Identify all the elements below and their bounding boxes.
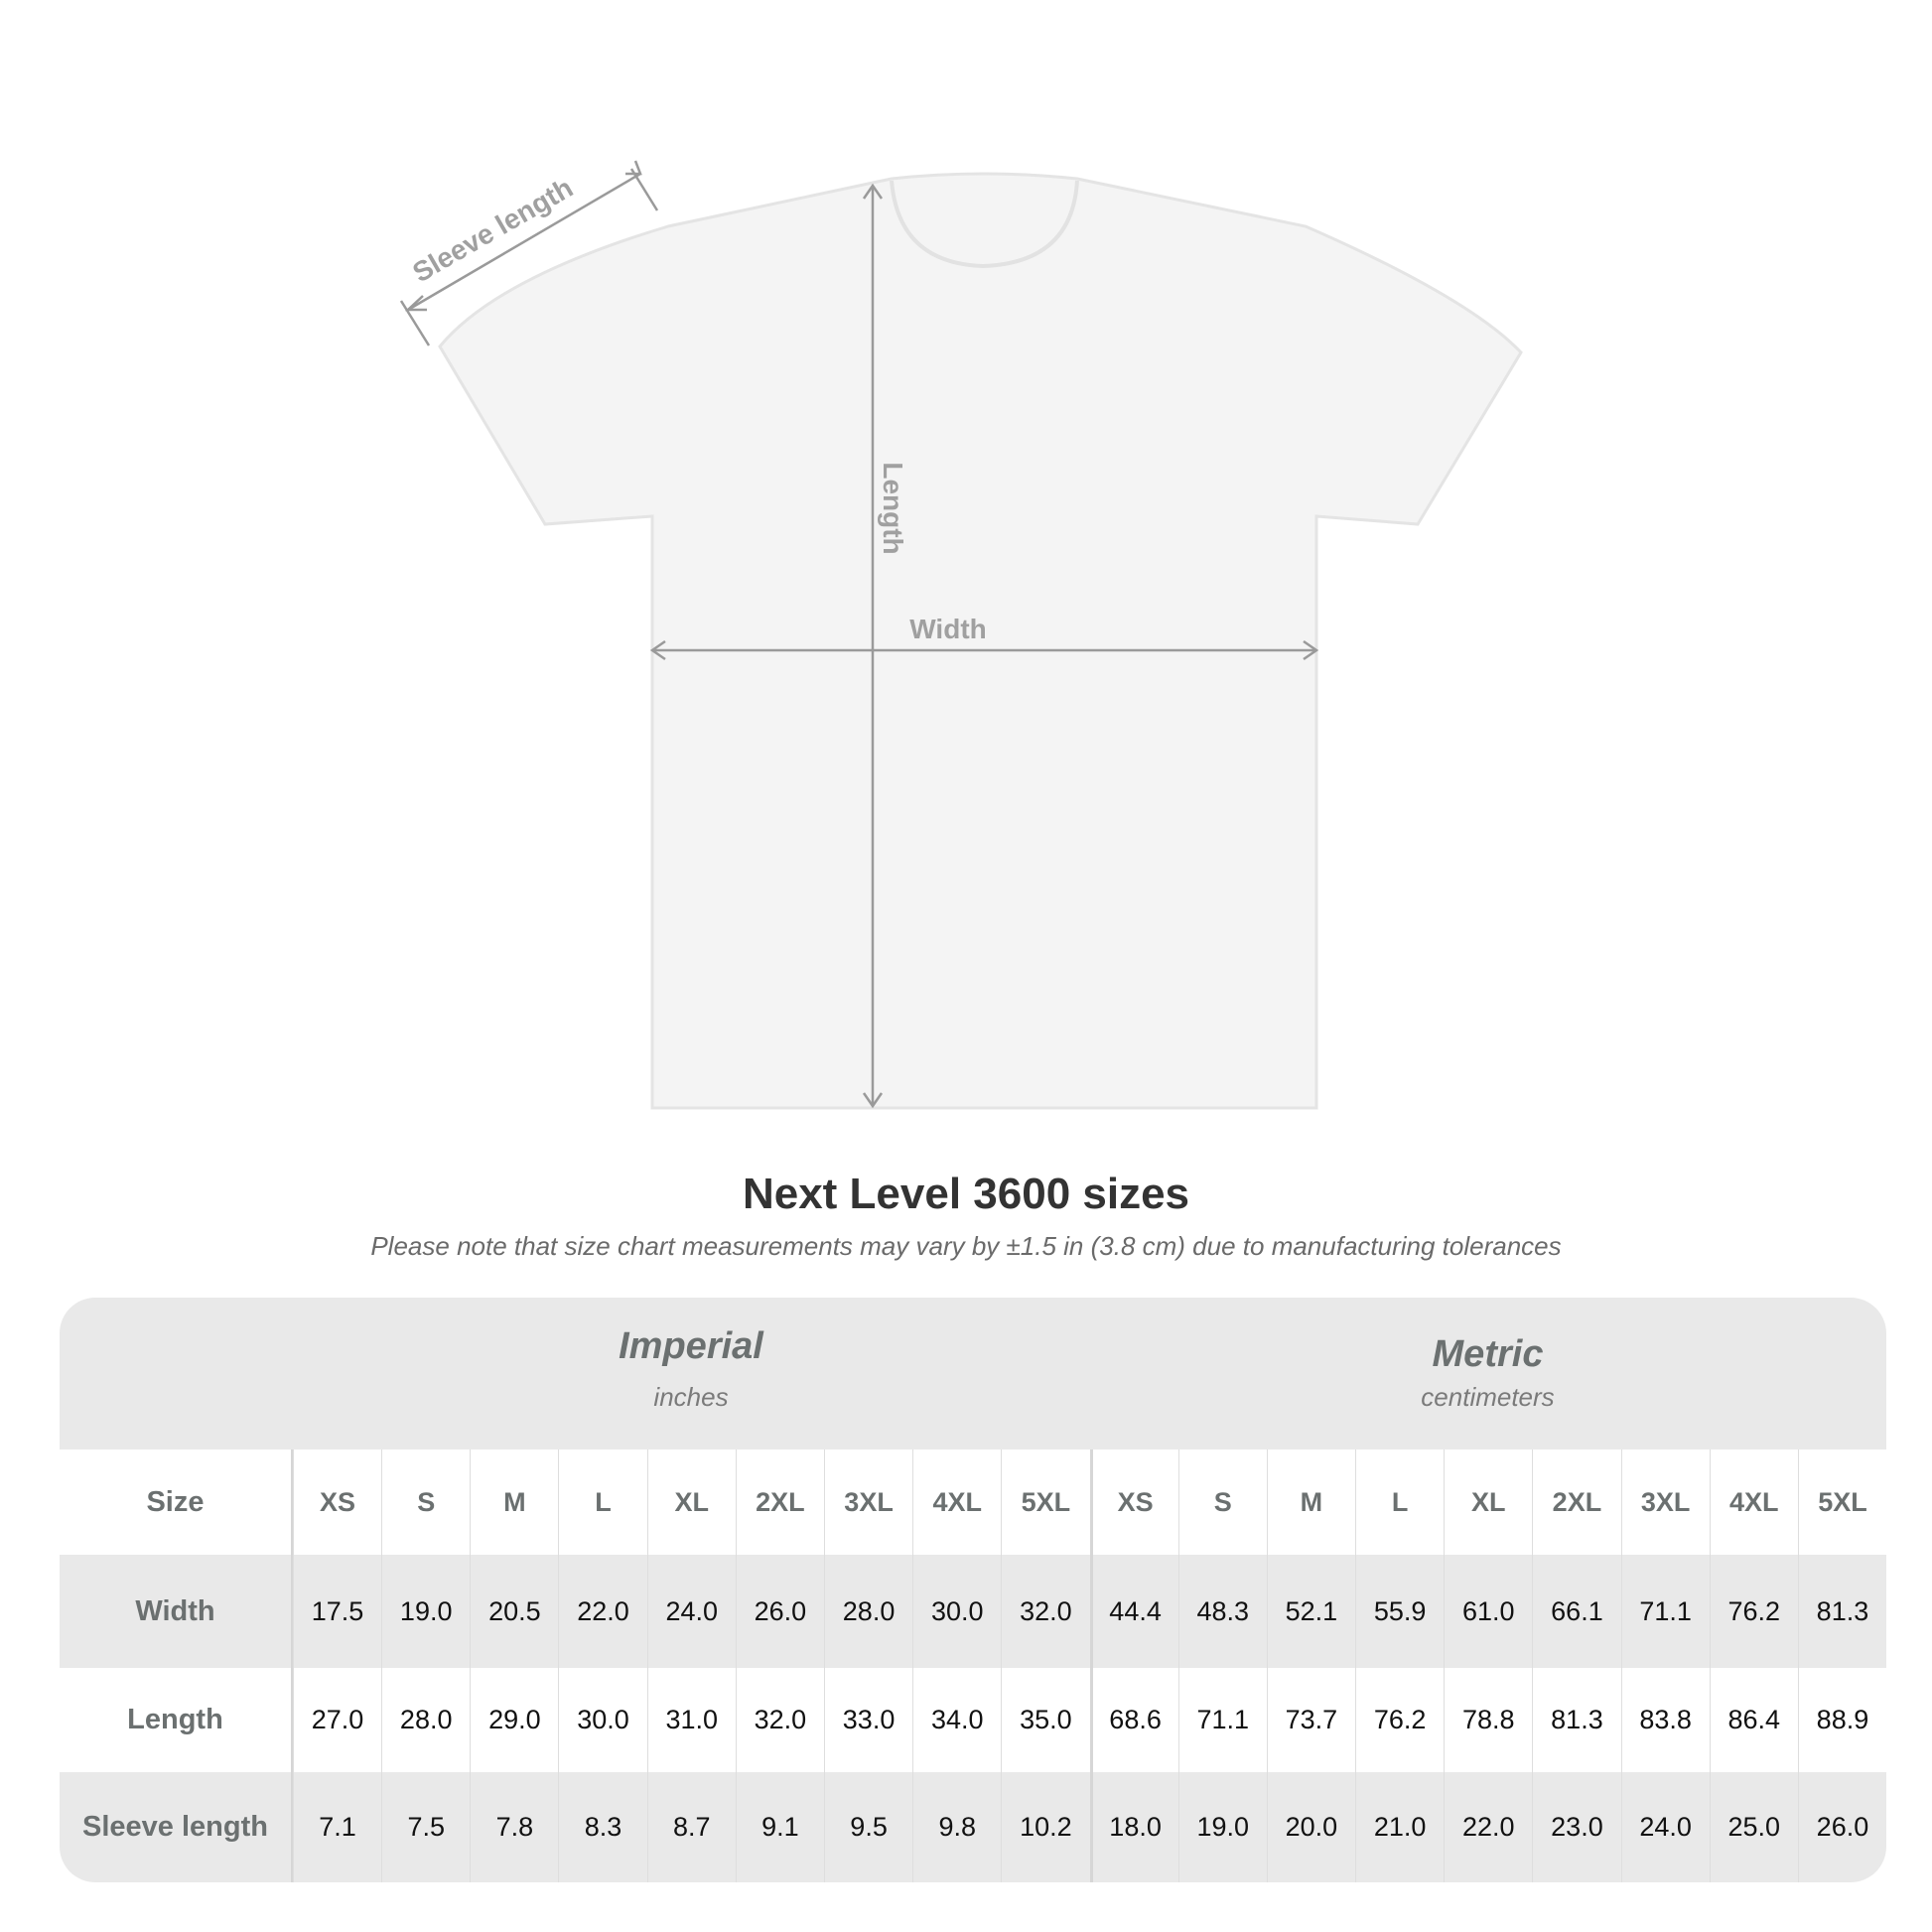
row-label: Length bbox=[60, 1668, 293, 1772]
page-title: Next Level 3600 sizes bbox=[742, 1170, 1190, 1218]
imperial-cell: 8.3 bbox=[558, 1772, 646, 1882]
metric-cell: 52.1 bbox=[1266, 1555, 1355, 1668]
metric-cell: S bbox=[1177, 1449, 1267, 1555]
metric-cell: 26.0 bbox=[1797, 1772, 1886, 1882]
imperial-cell: 7.8 bbox=[470, 1772, 558, 1882]
imperial-cell: M bbox=[470, 1449, 558, 1555]
imperial-cell: 28.0 bbox=[823, 1555, 912, 1668]
table-row: Length 27.0 28.0 29.0 30.0 31.0 32.0 33.0 34.0 35… bbox=[60, 1668, 1886, 1772]
imperial-cell: 24.0 bbox=[646, 1555, 736, 1668]
imperial-cell: 17.5 bbox=[292, 1555, 381, 1668]
imperial-cell: 10.2 bbox=[1001, 1772, 1089, 1882]
tshirt-diagram: Sleeve length Length Width bbox=[399, 160, 1523, 1110]
metric-cell: 4XL bbox=[1709, 1449, 1798, 1555]
imperial-cell: 7.5 bbox=[381, 1772, 470, 1882]
metric-cell: 83.8 bbox=[1620, 1668, 1710, 1772]
tshirt-shape bbox=[438, 172, 1523, 1110]
imperial-cell: XS bbox=[292, 1449, 381, 1555]
imperial-unit: inches bbox=[653, 1382, 729, 1412]
row-label: Width bbox=[60, 1555, 293, 1668]
sleeve-arrow bbox=[407, 172, 641, 312]
imperial-cell: 3XL bbox=[823, 1449, 912, 1555]
imperial-cell: 30.0 bbox=[558, 1668, 646, 1772]
metric-cell: 24.0 bbox=[1620, 1772, 1710, 1882]
metric-cell: 18.0 bbox=[1089, 1772, 1178, 1882]
metric-cell: XS bbox=[1089, 1449, 1178, 1555]
metric-cell: M bbox=[1266, 1449, 1355, 1555]
metric-unit: centimeters bbox=[1421, 1382, 1555, 1412]
size-table: Imperial inches Metric centimeters Size X… bbox=[60, 1298, 1886, 1882]
imperial-cell: 26.0 bbox=[735, 1555, 824, 1668]
metric-cell: 81.3 bbox=[1532, 1668, 1620, 1772]
row-label: Size bbox=[60, 1449, 293, 1555]
imperial-cell: 4XL bbox=[912, 1449, 1001, 1555]
imperial-cell: 5XL bbox=[1001, 1449, 1089, 1555]
imperial-cell: 27.0 bbox=[292, 1668, 381, 1772]
imperial-cell: 30.0 bbox=[912, 1555, 1001, 1668]
metric-cell: 44.4 bbox=[1089, 1555, 1178, 1668]
imperial-cell: 19.0 bbox=[381, 1555, 470, 1668]
imperial-cell: 31.0 bbox=[646, 1668, 736, 1772]
imperial-cell: XL bbox=[646, 1449, 736, 1555]
metric-cell: 71.1 bbox=[1177, 1668, 1267, 1772]
metric-cell: 76.2 bbox=[1355, 1668, 1444, 1772]
tolerance-note: Please note that size chart measurements… bbox=[370, 1231, 1562, 1261]
metric-cell: 25.0 bbox=[1709, 1772, 1798, 1882]
metric-cell: 21.0 bbox=[1355, 1772, 1444, 1882]
imperial-cell: 33.0 bbox=[823, 1668, 912, 1772]
collar bbox=[890, 180, 1079, 269]
imperial-title: Imperial bbox=[619, 1325, 763, 1367]
metric-cell: 20.0 bbox=[1266, 1772, 1355, 1882]
imperial-cell: 34.0 bbox=[912, 1668, 1001, 1772]
metric-cell: 55.9 bbox=[1355, 1555, 1444, 1668]
metric-cell: 19.0 bbox=[1177, 1772, 1267, 1882]
imperial-cell: 9.1 bbox=[735, 1772, 824, 1882]
metric-cell: 61.0 bbox=[1444, 1555, 1532, 1668]
metric-cell: XL bbox=[1444, 1449, 1532, 1555]
metric-cell: 71.1 bbox=[1620, 1555, 1710, 1668]
imperial-cell: 28.0 bbox=[381, 1668, 470, 1772]
metric-cell: 2XL bbox=[1532, 1449, 1620, 1555]
metric-cell: 22.0 bbox=[1444, 1772, 1532, 1882]
table-row: Width 17.5 19.0 20.5 22.0 24.0 26.0 28.0 30.0 32.… bbox=[60, 1555, 1886, 1668]
imperial-cell: 9.8 bbox=[912, 1772, 1001, 1882]
metric-cell: 66.1 bbox=[1532, 1555, 1620, 1668]
metric-cell: 73.7 bbox=[1266, 1668, 1355, 1772]
imperial-cell: 7.1 bbox=[292, 1772, 381, 1882]
metric-cell: 23.0 bbox=[1532, 1772, 1620, 1882]
metric-cell: 48.3 bbox=[1177, 1555, 1267, 1668]
metric-cell: 81.3 bbox=[1797, 1555, 1886, 1668]
imperial-cell: S bbox=[381, 1449, 470, 1555]
imperial-cell: 20.5 bbox=[470, 1555, 558, 1668]
imperial-cell: 29.0 bbox=[470, 1668, 558, 1772]
imperial-cell: 32.0 bbox=[1001, 1555, 1089, 1668]
imperial-cell: 8.7 bbox=[646, 1772, 736, 1882]
metric-cell: 3XL bbox=[1620, 1449, 1710, 1555]
imperial-cell: 22.0 bbox=[558, 1555, 646, 1668]
metric-cell: 5XL bbox=[1797, 1449, 1886, 1555]
table-header: Imperial inches Metric centimeters bbox=[60, 1298, 1886, 1449]
metric-cell: 88.9 bbox=[1797, 1668, 1886, 1772]
metric-cell: 86.4 bbox=[1709, 1668, 1798, 1772]
length-label: Length bbox=[878, 462, 908, 554]
row-label: Sleeve length bbox=[60, 1772, 293, 1882]
table-row: Size XS S M L XL 2XL 3XL 4XL 5XL XS S M L XL 2XL 3XL 4XL 5… bbox=[60, 1449, 1886, 1555]
metric-cell: 76.2 bbox=[1709, 1555, 1798, 1668]
metric-cell: 78.8 bbox=[1444, 1668, 1532, 1772]
metric-cell: 68.6 bbox=[1089, 1668, 1178, 1772]
metric-title: Metric bbox=[1432, 1333, 1544, 1375]
imperial-cell: 9.5 bbox=[823, 1772, 912, 1882]
metric-header: Metric centimeters bbox=[1089, 1333, 1886, 1413]
metric-cell: L bbox=[1355, 1449, 1444, 1555]
imperial-cell: L bbox=[558, 1449, 646, 1555]
imperial-cell: 2XL bbox=[735, 1449, 824, 1555]
imperial-cell: 35.0 bbox=[1001, 1668, 1089, 1772]
table-row: Sleeve length 7.1 7.5 7.8 8.3 8.7 9.1 9.5 9.8 10.… bbox=[60, 1772, 1886, 1882]
imperial-header: Imperial inches bbox=[293, 1325, 1089, 1413]
width-label: Width bbox=[909, 614, 987, 644]
imperial-cell: 32.0 bbox=[735, 1668, 824, 1772]
